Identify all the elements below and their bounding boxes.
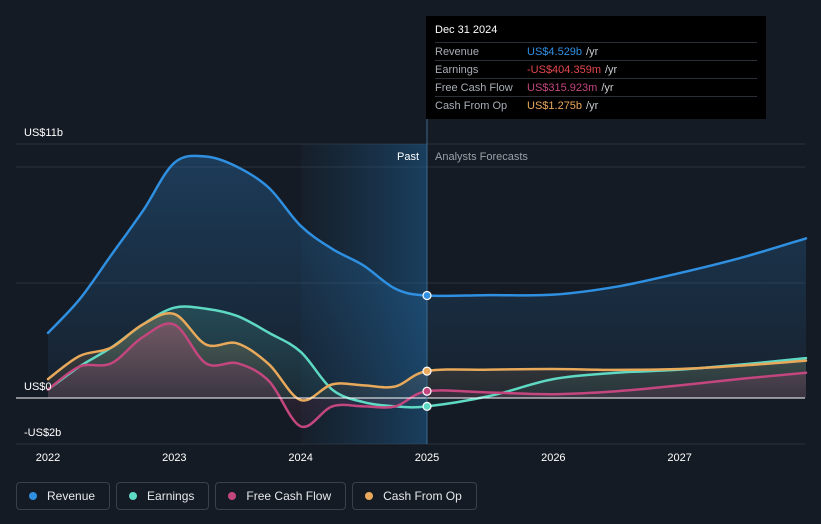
legend-item-earnings[interactable]: Earnings (116, 482, 210, 510)
tooltip-value: US$315.923m (527, 81, 598, 94)
revenue-marker (422, 290, 432, 301)
free-cash-flow-area (48, 323, 806, 427)
free-cash-flow-line (46, 322, 808, 429)
tooltip-value: -US$404.359m (527, 63, 601, 76)
y-tick-label: US$11b (24, 127, 63, 139)
legend-label: Revenue (47, 489, 96, 503)
past-label: Past (397, 151, 419, 163)
legend-label: Free Cash Flow (246, 489, 332, 503)
x-tick-label: 2022 (36, 452, 60, 464)
tooltip-row-earnings: Earnings -US$404.359m /yr (435, 60, 757, 78)
legend-item-free-cash-flow[interactable]: Free Cash Flow (215, 482, 347, 510)
x-tick-label: 2025 (415, 452, 439, 464)
tooltip-row-revenue: Revenue US$4.529b /yr (435, 42, 757, 60)
tooltip-row-free-cash-flow: Free Cash Flow US$315.923m /yr (435, 78, 757, 96)
x-axis-labels: 2022 2023 2024 2025 2026 2027 (36, 452, 692, 464)
tooltip-date: Dec 31 2024 (435, 24, 498, 36)
earnings-marker (422, 401, 432, 411)
legend-item-cash-from-op[interactable]: Cash From Op (352, 482, 477, 510)
tooltip-value: US$1.275b (527, 99, 583, 112)
y-axis-labels: US$11b US$0 -US$2b (24, 127, 63, 439)
tooltip-row-cash-from-op: Cash From Op US$1.275b /yr (435, 96, 757, 114)
highlight-markers (422, 290, 432, 411)
legend-label: Cash From Op (383, 489, 462, 503)
y-tick-label: -US$2b (24, 427, 61, 439)
tooltip-label: Revenue (435, 45, 480, 58)
legend-dot-icon (129, 492, 138, 500)
y-tick-label: US$0 (24, 381, 52, 393)
tooltip-label: Cash From Op (435, 99, 508, 112)
tooltip-label: Free Cash Flow (435, 81, 513, 94)
x-tick-label: 2023 (162, 452, 186, 464)
tooltip-unit: /yr (586, 45, 599, 58)
cash-from-op-line (46, 312, 808, 402)
tooltip-label: Earnings (435, 63, 479, 76)
legend-dot-icon (365, 492, 374, 500)
x-tick-label: 2024 (288, 452, 312, 464)
forecast-label: Analysts Forecasts (435, 151, 528, 163)
legend-item-revenue[interactable]: Revenue (16, 482, 111, 510)
tooltip-unit: /yr (605, 63, 618, 76)
tooltip-unit: /yr (601, 81, 614, 94)
x-tick-label: 2026 (541, 452, 565, 464)
tooltip-value: US$4.529b (527, 45, 583, 58)
free-cash-flow-marker (422, 386, 432, 396)
x-tick-label: 2027 (667, 452, 691, 464)
legend-dot-icon (228, 492, 237, 500)
legend-dot-icon (29, 492, 37, 500)
cash-from-op-marker (422, 366, 432, 376)
series-areas (48, 155, 806, 427)
revenue-line (46, 154, 808, 335)
legend: Revenue Earnings Free Cash Flow Cash Fro… (16, 482, 477, 510)
series-lines (46, 154, 808, 429)
legend-label: Earnings (147, 489, 195, 503)
tooltip-unit: /yr (586, 99, 599, 112)
tooltip-panel: Dec 31 2024 Revenue US$4.529b /yr Earnin… (426, 16, 766, 119)
